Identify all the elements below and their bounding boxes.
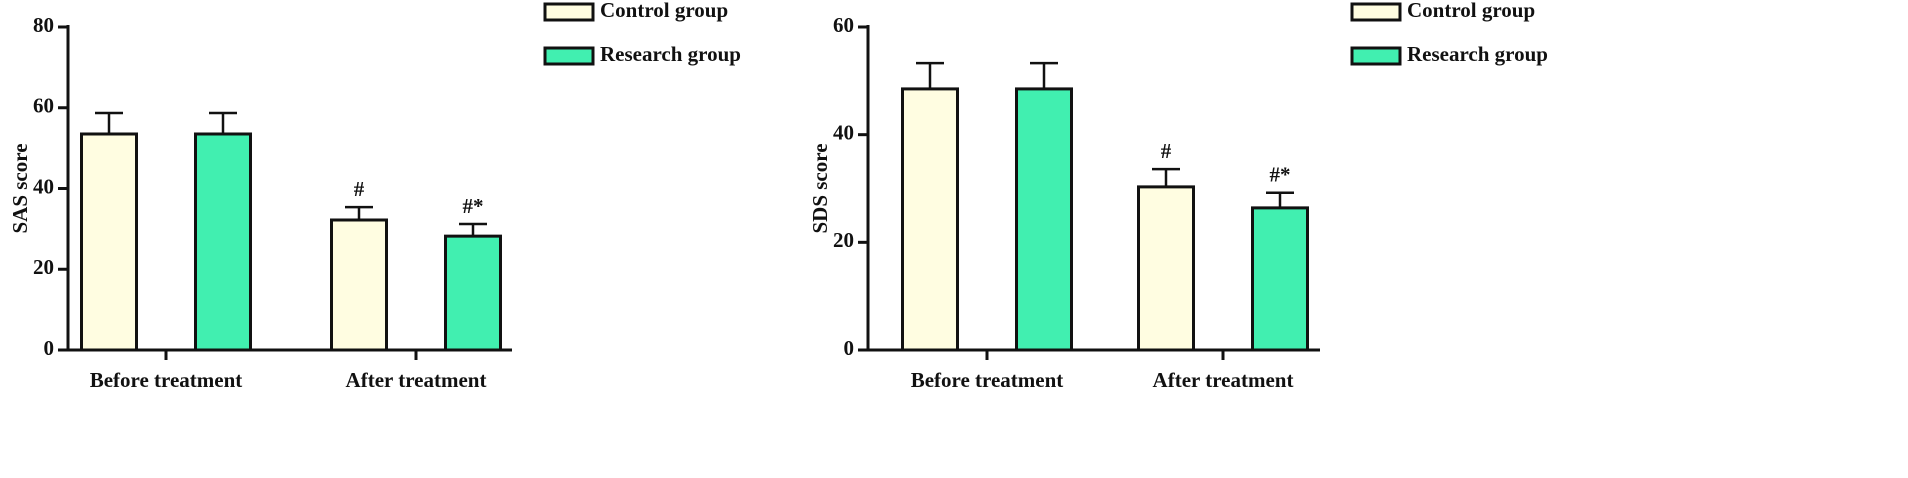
bar (330, 218, 388, 352)
y-axis-label: SAS score (8, 143, 32, 233)
bar (194, 132, 252, 352)
y-tick-label: 80 (33, 13, 54, 37)
x-tick-label: After treatment (1153, 368, 1294, 392)
y-tick-label: 60 (33, 94, 54, 118)
x-tick-label: Before treatment (911, 368, 1064, 392)
y-tick-label: 40 (33, 174, 54, 198)
annotation: # (354, 177, 365, 201)
legend-swatch (1350, 2, 1402, 22)
bar (444, 234, 502, 352)
legend-label: Research group (1407, 42, 1548, 66)
y-tick-label: 20 (833, 228, 854, 252)
legend-swatch (1350, 46, 1402, 66)
x-tick-label: After treatment (346, 368, 487, 392)
annotation: #* (1270, 163, 1291, 187)
bar (1137, 185, 1195, 352)
legend-swatch (543, 46, 595, 66)
bar (1015, 87, 1073, 352)
y-tick-label: 60 (833, 13, 854, 37)
legend-label: Control group (1407, 0, 1535, 22)
y-tick-label: 40 (833, 120, 854, 144)
bar (1251, 206, 1309, 352)
y-tick-label: 0 (844, 336, 855, 360)
y-tick-label: 20 (33, 255, 54, 279)
x-tick-label: Before treatment (90, 368, 243, 392)
legend-swatch (543, 2, 595, 22)
annotation: #* (463, 194, 484, 218)
y-axis-label: SDS score (808, 143, 832, 233)
annotation: # (1161, 139, 1172, 163)
y-tick-label: 0 (44, 336, 55, 360)
legend-label: Control group (600, 0, 728, 22)
legend-label: Research group (600, 42, 741, 66)
bar (80, 132, 138, 352)
bar (901, 87, 959, 352)
